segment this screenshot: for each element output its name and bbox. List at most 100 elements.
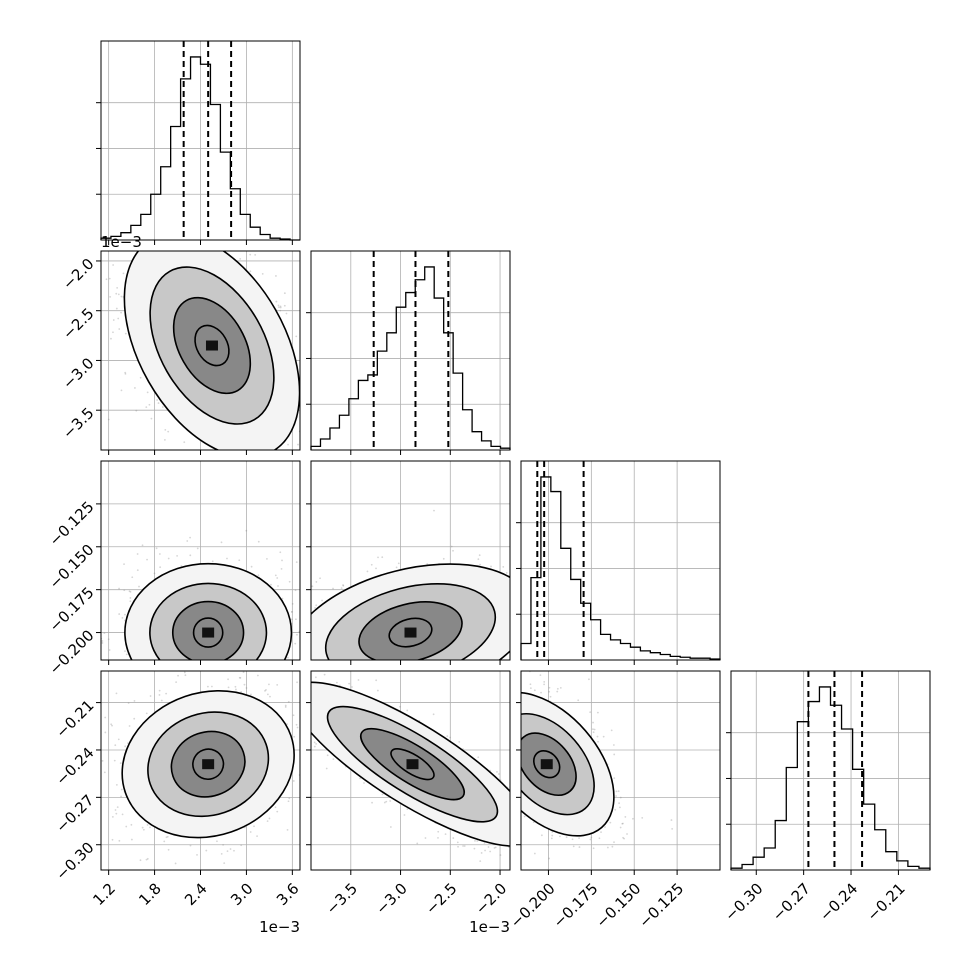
sample-dot xyxy=(101,642,104,644)
sample-dot xyxy=(99,567,101,569)
sample-dot xyxy=(545,605,547,607)
sample-dot xyxy=(150,417,153,420)
sample-dot xyxy=(511,623,513,625)
sample-dot xyxy=(457,845,459,848)
sample-dot xyxy=(256,467,258,469)
sample-dot xyxy=(282,539,284,541)
sample-dot xyxy=(332,587,334,590)
sample-dot xyxy=(104,716,107,719)
sample-dot xyxy=(387,685,389,687)
sample-dot xyxy=(513,747,515,749)
sample-dot xyxy=(197,475,199,477)
sample-dot xyxy=(170,689,172,691)
sample-dot xyxy=(262,457,264,459)
sample-dot xyxy=(220,852,223,855)
sample-dot xyxy=(455,673,457,675)
sample-dot xyxy=(340,587,343,590)
sample-dot xyxy=(385,800,388,803)
sample-dot xyxy=(283,304,286,307)
sample-dot xyxy=(425,683,427,685)
sample-dot xyxy=(398,673,400,675)
sample-dot xyxy=(115,784,118,786)
sample-dot xyxy=(293,735,296,738)
sample-dot xyxy=(276,451,278,453)
sample-dot xyxy=(318,669,320,671)
sample-dot xyxy=(479,860,482,863)
sample-dot xyxy=(511,743,513,745)
sample-dot xyxy=(234,685,237,688)
sample-dot xyxy=(598,837,601,840)
sample-dot xyxy=(473,847,476,850)
sample-dot xyxy=(502,735,504,737)
sample-dot xyxy=(192,676,194,678)
sample-dot xyxy=(428,664,430,666)
sample-dot xyxy=(505,572,508,574)
sample-dot xyxy=(297,443,299,446)
sample-dot xyxy=(281,597,284,600)
sample-dot xyxy=(301,706,303,708)
sample-dot xyxy=(287,700,290,703)
sample-dot xyxy=(484,849,486,852)
sample-dot xyxy=(437,830,440,833)
sample-dot xyxy=(114,744,117,747)
sample-dot xyxy=(516,653,518,655)
sample-dot xyxy=(515,706,517,708)
sample-dot xyxy=(522,573,524,575)
sample-dot xyxy=(442,557,445,560)
sample-dot xyxy=(93,789,95,791)
sample-dot xyxy=(386,664,388,666)
histogram-1 xyxy=(310,266,511,450)
sample-dot xyxy=(489,850,492,853)
sample-dot xyxy=(359,676,361,678)
sample-dot xyxy=(118,678,120,680)
sample-dot xyxy=(390,661,392,663)
sample-dot xyxy=(518,630,520,632)
sample-dot xyxy=(306,737,308,739)
sample-dot xyxy=(216,677,218,679)
sample-dot xyxy=(115,812,118,815)
sample-dot xyxy=(253,680,255,682)
sample-dot xyxy=(135,199,137,201)
sample-dot xyxy=(410,693,412,695)
sample-dot xyxy=(103,632,106,635)
sample-dot xyxy=(160,675,162,677)
sample-dot xyxy=(306,647,308,649)
contour-line xyxy=(172,296,252,395)
sample-dot xyxy=(275,275,277,277)
sample-dot xyxy=(553,835,555,837)
sample-dot xyxy=(201,675,203,677)
panel-0-0 xyxy=(101,41,300,240)
sample-dot xyxy=(513,754,515,756)
sample-dot xyxy=(113,692,115,694)
density-peak xyxy=(406,759,419,770)
sample-dot xyxy=(589,838,592,841)
sample-dot xyxy=(92,218,94,220)
sample-dot xyxy=(107,638,110,641)
sample-dot xyxy=(454,667,456,669)
sample-dot xyxy=(418,662,420,664)
sample-dot xyxy=(564,608,566,610)
contour-line xyxy=(170,730,246,798)
sample-dot xyxy=(368,672,370,674)
sample-dot xyxy=(326,754,329,757)
sample-dot xyxy=(298,664,300,666)
sample-dot xyxy=(163,840,166,843)
sample-dot xyxy=(158,675,160,677)
density-peak xyxy=(202,627,215,638)
sample-dot xyxy=(191,242,193,244)
sample-dot xyxy=(268,663,270,665)
sample-dot xyxy=(316,803,318,805)
sample-dot xyxy=(314,676,317,679)
sample-dot xyxy=(394,663,396,665)
sample-dot xyxy=(476,840,479,842)
sample-dot xyxy=(331,668,333,670)
sample-dot xyxy=(420,701,422,703)
sample-dot xyxy=(90,673,92,675)
sample-dot xyxy=(496,761,498,763)
sample-dot xyxy=(238,676,241,679)
sample-dot xyxy=(348,672,350,674)
sample-dot xyxy=(146,824,149,826)
sample-dot xyxy=(271,696,273,698)
sample-dot xyxy=(319,387,321,389)
sample-dot xyxy=(457,695,459,697)
